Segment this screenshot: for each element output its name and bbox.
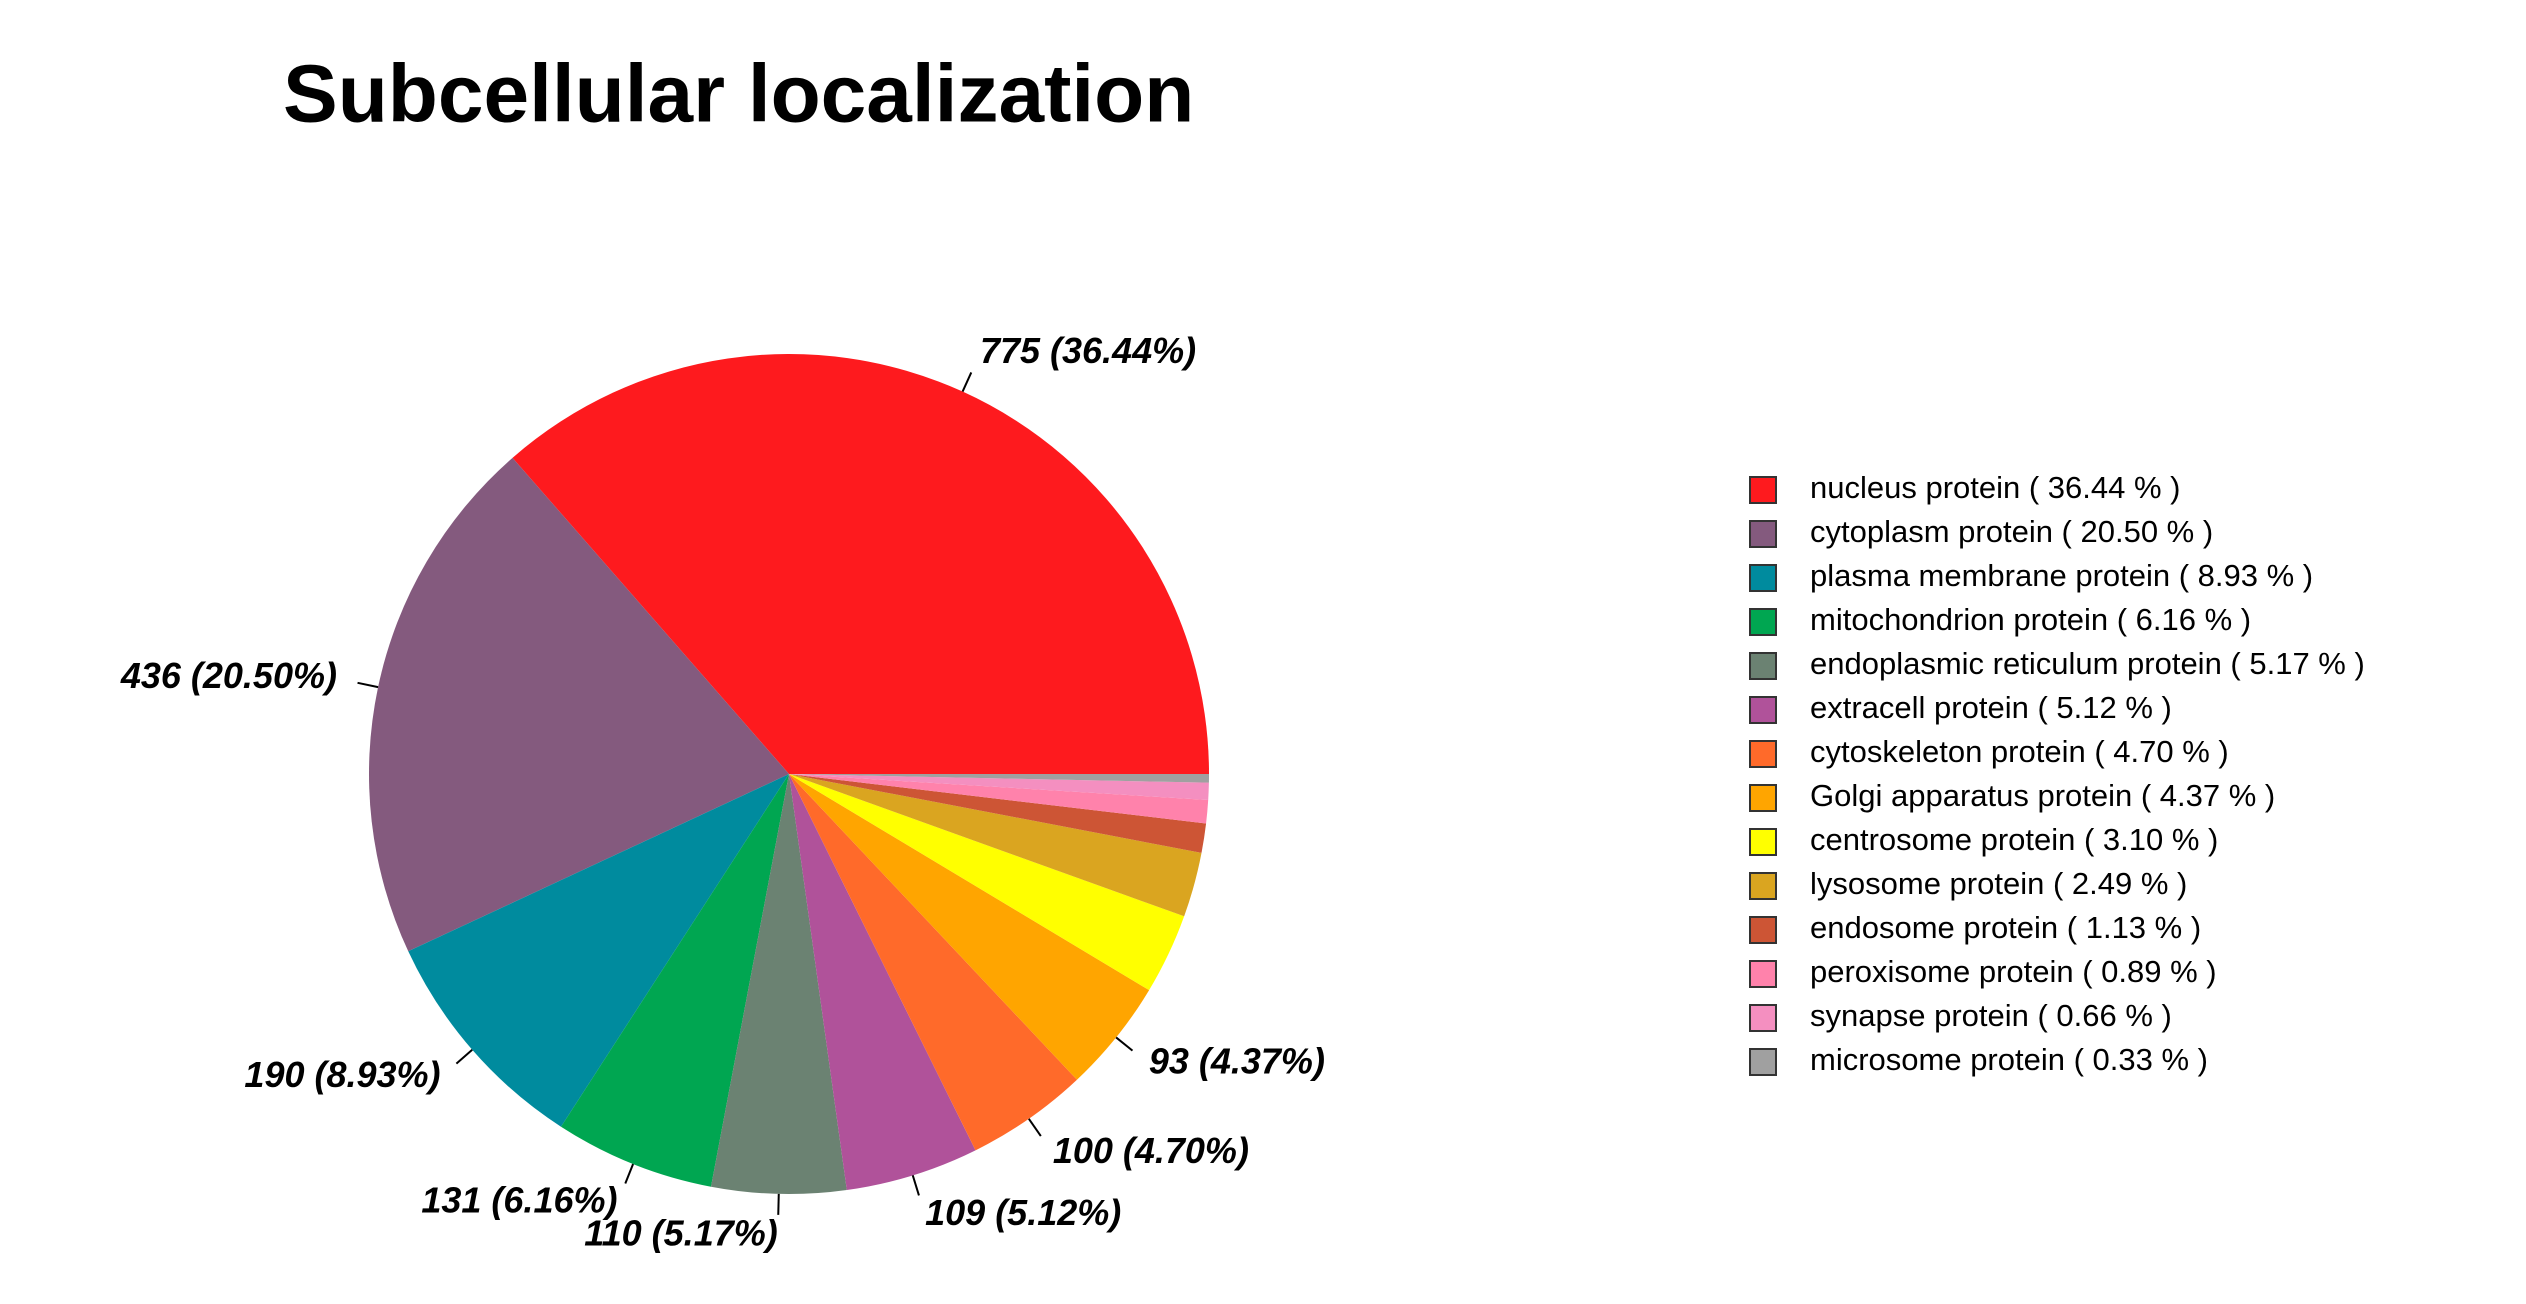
label-tick xyxy=(624,1163,635,1184)
legend-label: endosome protein ( 1.13 % ) xyxy=(1810,910,2201,945)
pie-slice xyxy=(561,774,789,1187)
pie-slice xyxy=(789,774,976,1191)
data-label: 100 (4.70%) xyxy=(1053,1130,1249,1171)
legend-swatch xyxy=(1749,564,1777,592)
legend-swatch xyxy=(1749,784,1777,812)
legend-label: synapse protein ( 0.66 % ) xyxy=(1810,998,2172,1033)
legend-label: microsome protein ( 0.33 % ) xyxy=(1810,1042,2208,1077)
pie-slice xyxy=(789,774,1209,783)
label-tick xyxy=(961,372,973,392)
pie-slice xyxy=(512,353,1209,774)
legend-swatch xyxy=(1749,1048,1777,1076)
legend-swatch xyxy=(1749,916,1777,944)
label-tick xyxy=(911,1175,920,1196)
legend-label: nucleus protein ( 36.44 % ) xyxy=(1810,470,2181,505)
legend-label: cytoskeleton protein ( 4.70 % ) xyxy=(1810,734,2229,769)
legend-swatch xyxy=(1749,740,1777,768)
legend-swatch xyxy=(1749,652,1777,680)
pie-slice xyxy=(789,774,1202,917)
legend-label: plasma membrane protein ( 8.93 % ) xyxy=(1810,558,2313,593)
legend-swatch xyxy=(1749,608,1777,636)
legend-label: endoplasmic reticulum protein ( 5.17 % ) xyxy=(1810,646,2365,681)
legend-label: lysosome protein ( 2.49 % ) xyxy=(1810,866,2187,901)
legend-label: peroxisome protein ( 0.89 % ) xyxy=(1810,954,2217,989)
pie-slice xyxy=(789,774,1150,1080)
pie-slice xyxy=(789,774,1185,991)
legend-swatch xyxy=(1749,872,1777,900)
label-tick xyxy=(777,1193,780,1215)
legend-label: centrosome protein ( 3.10 % ) xyxy=(1810,822,2218,857)
legend-label: mitochondrion protein ( 6.16 % ) xyxy=(1810,602,2251,637)
data-label: 109 (5.12%) xyxy=(925,1192,1121,1233)
data-label: 131 (6.16%) xyxy=(421,1180,617,1221)
data-label: 190 (8.93%) xyxy=(244,1054,440,1095)
pie-slice xyxy=(789,774,1209,824)
data-label: 436 (20.50%) xyxy=(120,655,337,696)
pie-slice xyxy=(710,774,847,1194)
label-tick xyxy=(357,681,379,689)
pie-slice xyxy=(408,774,789,1127)
legend-swatch xyxy=(1749,520,1777,548)
data-label: 110 (5.17%) xyxy=(584,1212,777,1253)
legend-label: Golgi apparatus protein ( 4.37 % ) xyxy=(1810,778,2275,813)
legend-swatch xyxy=(1749,476,1777,504)
chart-title: Subcellular localization xyxy=(283,49,1194,140)
legend-label: extracell protein ( 5.12 % ) xyxy=(1810,690,2172,725)
legend-swatch xyxy=(1749,960,1777,988)
legend-swatch xyxy=(1749,828,1777,856)
label-tick xyxy=(1115,1036,1134,1052)
label-tick xyxy=(455,1049,473,1065)
data-label: 93 (4.37%) xyxy=(1149,1040,1325,1081)
legend-swatch xyxy=(1749,1004,1777,1032)
pie-slice xyxy=(789,774,1077,1151)
pie-slice xyxy=(368,457,789,952)
legend-swatch xyxy=(1749,696,1777,724)
pie-slice xyxy=(789,774,1209,801)
legend-label: cytoplasm protein ( 20.50 % ) xyxy=(1810,514,2213,549)
label-tick xyxy=(1028,1118,1042,1137)
data-label: 775 (36.44%) xyxy=(980,330,1196,371)
pie-slice xyxy=(789,774,1207,853)
